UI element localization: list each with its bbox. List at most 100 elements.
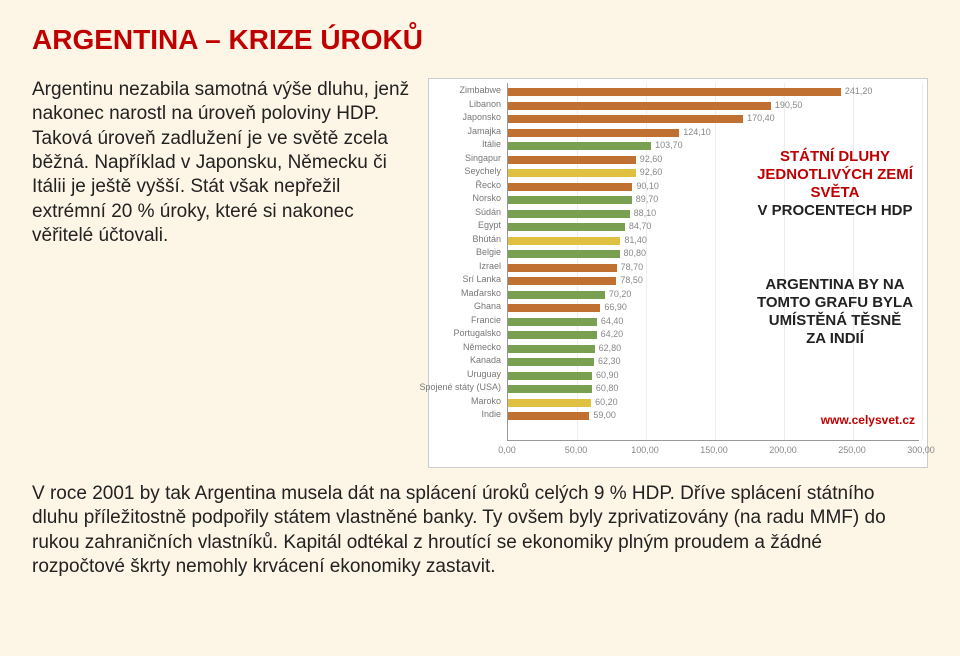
callout-debt-title: STÁTNÍ DLUHY JEDNOTLIVÝCH ZEMÍ SVĚTA V P… <box>740 148 930 220</box>
callout-line: STÁTNÍ DLUHY <box>740 148 930 166</box>
chart-ylabel: Egypt <box>478 221 501 230</box>
chart-bar <box>508 277 616 285</box>
paragraph-2: V roce 2001 by tak Argentina musela dát … <box>32 482 912 579</box>
chart-bar-value: 62,30 <box>598 356 621 366</box>
right-chart-block: ZimbabweLibanonJaponskoJamajkaItálieSing… <box>428 78 928 468</box>
chart-bar <box>508 399 591 407</box>
chart-ylabel: Maďarsko <box>461 289 501 298</box>
chart-xtick: 100,00 <box>631 445 659 455</box>
chart-bar-value: 62,80 <box>599 343 622 353</box>
chart-bar-value: 88,10 <box>634 208 657 218</box>
chart-bar-row: 60,80 <box>508 384 922 394</box>
chart-ylabel: Singapur <box>465 154 501 163</box>
callout-line: V PROCENTECH HDP <box>740 202 930 220</box>
chart-bar <box>508 304 600 312</box>
chart-bar-row: 170,40 <box>508 114 922 124</box>
callout-line: ARGENTINA BY NA <box>740 276 930 294</box>
chart-ylabel: Belgie <box>476 248 501 257</box>
chart-xtick: 0,00 <box>498 445 516 455</box>
chart-bar-value: 59,00 <box>593 410 616 420</box>
chart-bar-value: 170,40 <box>747 113 775 123</box>
chart-bar-value: 78,70 <box>621 262 644 272</box>
chart-bar-value: 60,90 <box>596 370 619 380</box>
chart-bar-value: 92,60 <box>640 167 663 177</box>
chart-bar-value: 89,70 <box>636 194 659 204</box>
chart-xtick: 300,00 <box>907 445 935 455</box>
chart-bar <box>508 385 592 393</box>
chart-bar <box>508 372 592 380</box>
chart-ylabel: Srí Lanka <box>462 275 501 284</box>
left-text-block: Argentinu nezabila samotná výše dluhu, j… <box>32 78 410 468</box>
chart-bar-value: 81,40 <box>624 235 647 245</box>
chart-plot-area: 241,20190,50170,40124,10103,7092,6092,60… <box>507 83 919 441</box>
callout-line: JEDNOTLIVÝCH ZEMÍ <box>740 166 930 184</box>
chart-ylabel: Zimbabwe <box>459 86 501 95</box>
chart-bar-row: 80,80 <box>508 249 922 259</box>
chart-bar-row: 190,50 <box>508 101 922 111</box>
callout-line: ZA INDIÍ <box>740 330 930 348</box>
chart-bar-row: 84,70 <box>508 222 922 232</box>
chart-bar-row: 78,70 <box>508 263 922 273</box>
chart-bar <box>508 88 841 96</box>
chart-bar-row: 241,20 <box>508 87 922 97</box>
chart-bar <box>508 115 743 123</box>
chart-bar <box>508 223 625 231</box>
chart-ylabel: Indie <box>481 410 501 419</box>
chart-ylabel: Maroko <box>471 397 501 406</box>
chart-bar-value: 64,40 <box>601 316 624 326</box>
chart-bar <box>508 291 605 299</box>
callout-line: TOMTO GRAFU BYLA <box>740 294 930 312</box>
chart-ylabel: Francie <box>471 316 501 325</box>
chart-bar <box>508 264 617 272</box>
chart-ylabel: Súdán <box>475 208 501 217</box>
chart-bar-value: 84,70 <box>629 221 652 231</box>
chart-bar-row: 81,40 <box>508 236 922 246</box>
chart-bar-value: 60,80 <box>596 383 619 393</box>
chart-ylabel: Kanada <box>470 356 501 365</box>
chart-ylabel: Libanon <box>469 100 501 109</box>
chart-ylabel: Norsko <box>472 194 501 203</box>
chart-ylabel: Ghana <box>474 302 501 311</box>
page-title: ARGENTINA – KRIZE ÚROKŮ <box>32 24 928 56</box>
chart-bar-value: 64,20 <box>601 329 624 339</box>
callout-argentina: ARGENTINA BY NA TOMTO GRAFU BYLA UMÍSTĚN… <box>740 276 930 348</box>
chart-ylabel: Japonsko <box>462 113 501 122</box>
chart-bar-row: 60,90 <box>508 371 922 381</box>
chart-ylabel: Spojené státy (USA) <box>419 383 501 392</box>
chart-xtick: 200,00 <box>769 445 797 455</box>
chart-bar-value: 66,90 <box>604 302 627 312</box>
chart-x-axis: 0,0050,00100,00150,00200,00250,00300,00 <box>507 445 919 459</box>
chart-bar-value: 78,50 <box>620 275 643 285</box>
chart-bar <box>508 196 632 204</box>
chart-bar-value: 103,70 <box>655 140 683 150</box>
chart-bar <box>508 129 679 137</box>
chart-ylabel: Seychely <box>464 167 501 176</box>
chart-watermark: www.celysvet.cz <box>821 413 915 427</box>
chart-xtick: 50,00 <box>565 445 588 455</box>
chart-bar <box>508 156 636 164</box>
chart-xtick: 250,00 <box>838 445 866 455</box>
chart-ylabel: Uruguay <box>467 370 501 379</box>
chart-ylabel: Německo <box>463 343 501 352</box>
bottom-paragraph: V roce 2001 by tak Argentina musela dát … <box>32 482 912 579</box>
paragraph-1: Argentinu nezabila samotná výše dluhu, j… <box>32 78 410 248</box>
chart-bar <box>508 237 620 245</box>
chart-bar <box>508 318 597 326</box>
chart-bar <box>508 210 630 218</box>
chart-ylabel: Izrael <box>479 262 501 271</box>
chart-ylabel: Portugalsko <box>453 329 501 338</box>
chart-bar <box>508 183 632 191</box>
chart-bar-value: 60,20 <box>595 397 618 407</box>
chart-ylabel: Itálie <box>482 140 501 149</box>
chart-y-labels: ZimbabweLibanonJaponskoJamajkaItálieSing… <box>429 83 503 441</box>
chart-xtick: 150,00 <box>700 445 728 455</box>
chart-bar-row: 62,30 <box>508 357 922 367</box>
chart-ylabel: Bhútán <box>472 235 501 244</box>
chart-bar-row: 60,20 <box>508 398 922 408</box>
chart-bar-value: 70,20 <box>609 289 632 299</box>
chart-bar-row: 124,10 <box>508 128 922 138</box>
chart-bar <box>508 169 636 177</box>
chart-bar <box>508 358 594 366</box>
chart-bar <box>508 412 589 420</box>
chart-bar-value: 80,80 <box>624 248 647 258</box>
